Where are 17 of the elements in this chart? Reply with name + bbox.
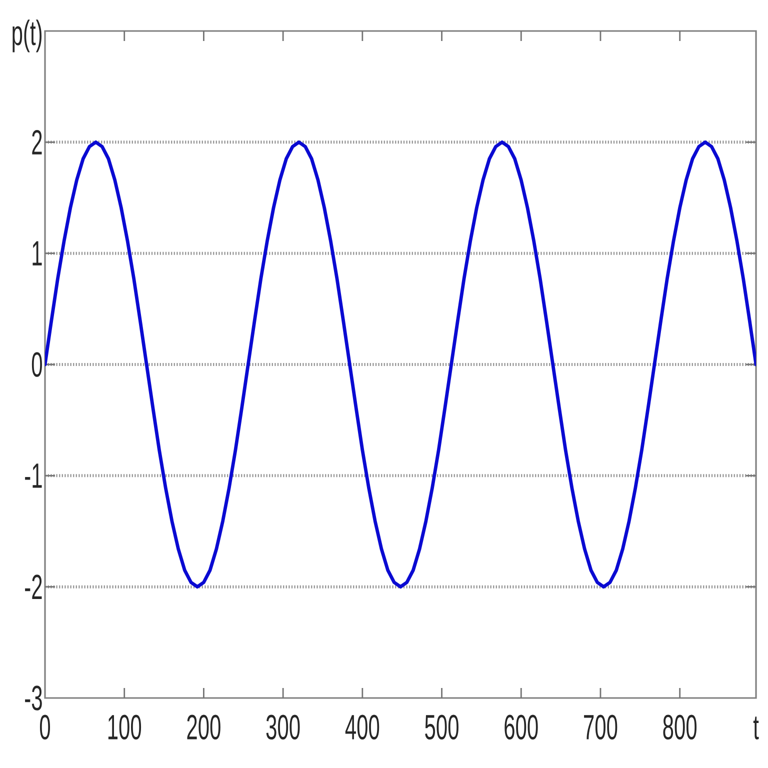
y-tick-label: 1 [32, 241, 42, 266]
y-tick-label: -2 [25, 574, 42, 600]
x-tick-label: 300 [266, 714, 300, 740]
y-tick-label: -3 [25, 686, 42, 710]
x-tick-label: 700 [584, 714, 618, 740]
x-axis-title: t [753, 716, 759, 740]
y-tick-label: 0 [32, 352, 42, 377]
x-tick-label: 100 [108, 714, 142, 740]
x-tick-label: 800 [663, 714, 697, 740]
y-tick-label: 2 [32, 130, 42, 154]
x-tick-label: 400 [345, 714, 380, 740]
y-axis-title: p(t) [12, 20, 42, 52]
x-tick-label: 600 [504, 714, 538, 740]
y-tick-label: -1 [25, 464, 42, 488]
line-series [45, 140, 756, 589]
x-tick-label: 200 [187, 714, 220, 740]
x-tick-label: 500 [425, 714, 458, 740]
